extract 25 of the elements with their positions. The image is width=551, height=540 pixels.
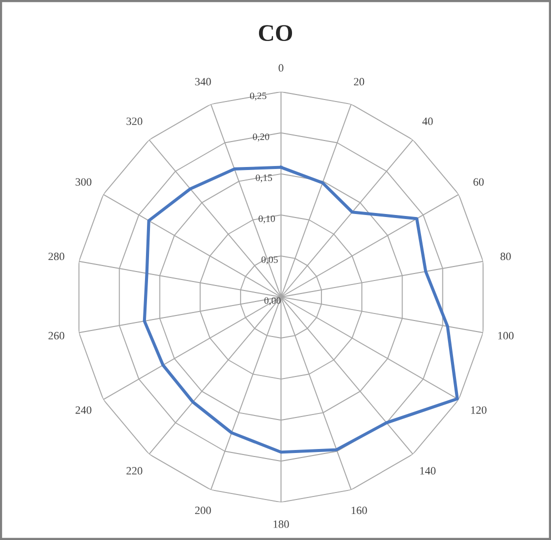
chart-title: CO (258, 25, 292, 42)
spoke-label: 80 (500, 252, 511, 260)
spoke-label: 280 (48, 252, 64, 260)
y-tick-label: 0,20 (252, 134, 270, 142)
spoke-label: 160 (352, 506, 367, 514)
spoke-label: 200 (195, 506, 211, 514)
spoke-label: 320 (126, 118, 142, 126)
spoke-label: 300 (76, 178, 92, 186)
y-tick-label: 0,00 (264, 297, 281, 306)
y-tick-label: 0,25 (250, 92, 266, 101)
spoke-label: 260 (48, 332, 64, 340)
y-tick-label: 0,05 (262, 256, 278, 264)
spoke-label: 60 (473, 178, 484, 186)
spoke-label: 40 (422, 118, 433, 126)
spoke-label: 0 (278, 64, 284, 72)
spoke-label: 340 (195, 78, 211, 86)
spoke-label: 140 (420, 467, 436, 475)
spoke-label: 220 (126, 467, 142, 475)
spoke-label: 180 (274, 520, 289, 528)
y-tick-label: 0,15 (256, 174, 272, 182)
spoke-label: 100 (498, 332, 514, 340)
spoke-label: 120 (471, 406, 486, 414)
y-tick-label: 0,10 (258, 215, 275, 224)
spoke-label: 20 (354, 78, 364, 86)
spoke-label: 240 (76, 406, 92, 414)
